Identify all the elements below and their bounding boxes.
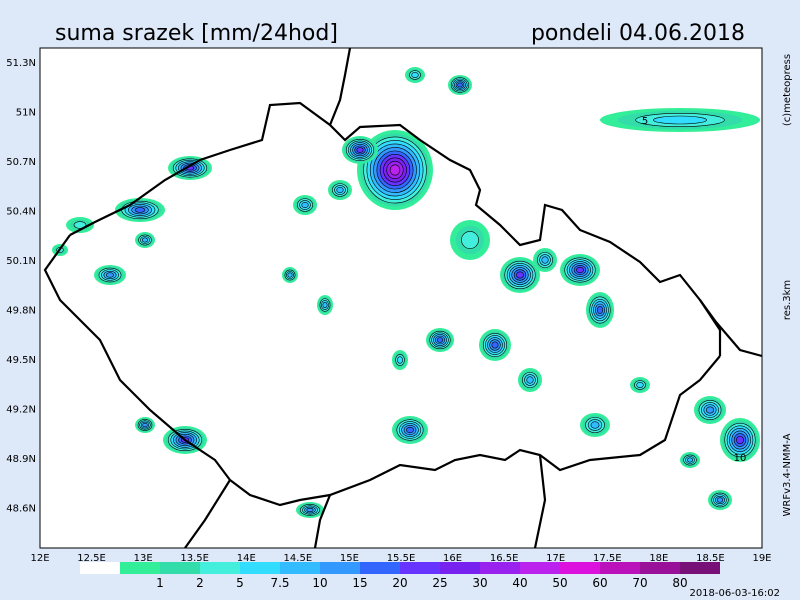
title: suma srazek [mm/24hod]	[55, 21, 338, 46]
lon-label: 12.5E	[77, 553, 106, 564]
precip-contour	[686, 457, 694, 463]
precip-contour	[406, 426, 414, 434]
lon-label: 19E	[752, 553, 771, 564]
precip-contour	[301, 201, 309, 209]
lon-label: 16E	[443, 553, 462, 564]
precip-contour	[356, 147, 364, 153]
precip-contour	[590, 421, 600, 429]
colorbar-label: 60	[592, 576, 607, 590]
colorbar-swatch	[320, 562, 360, 574]
colorbar-label: 25	[432, 576, 447, 590]
colorbar-swatch	[600, 562, 640, 574]
colorbar-swatch	[280, 562, 320, 574]
precip-contour	[653, 115, 707, 125]
side-text: res.3km	[782, 280, 793, 320]
lon-label: 16.5E	[490, 553, 519, 564]
precip-contour	[491, 341, 499, 349]
lat-label: 49.5N	[6, 355, 36, 366]
colorbar-label: 40	[512, 576, 527, 590]
colorbar-label: 30	[472, 576, 487, 590]
colorbar-swatch	[480, 562, 520, 574]
precip-contour	[411, 72, 419, 78]
colorbar-swatch	[440, 562, 480, 574]
precip-contour	[106, 272, 114, 278]
lat-label: 50.1N	[6, 256, 36, 267]
borders	[43, 47, 763, 549]
colorbar-label: 5	[236, 576, 244, 590]
precip-contour	[576, 266, 584, 274]
lon-label: 13E	[134, 553, 153, 564]
lat-label: 50.4N	[6, 207, 36, 218]
lon-label: 14.5E	[284, 553, 313, 564]
precip-contour	[436, 337, 444, 343]
colorbar-label: 7.5	[270, 576, 289, 590]
colorbar-swatch	[520, 562, 560, 574]
contour-label: 5	[642, 116, 648, 127]
colorbar-label: 10	[312, 576, 327, 590]
precip-contour	[636, 382, 644, 388]
colorbar-label: 1	[156, 576, 164, 590]
lon-label: 17.5E	[593, 553, 622, 564]
colorbar-label: 50	[552, 576, 567, 590]
precip-contour	[596, 306, 604, 314]
map-frame	[39, 47, 763, 549]
colorbar-swatch	[400, 562, 440, 574]
precip-field	[52, 67, 760, 518]
labels: 51.3N 51N 50.7N 50.4N 50.1N 49.8N 49.5N 49.2N 48…	[6, 54, 793, 599]
precip-contour	[141, 237, 149, 243]
precip-contour	[457, 82, 463, 88]
lon-label: 17E	[546, 553, 565, 564]
precip-contour	[306, 507, 314, 513]
colorbar-label: 2	[196, 576, 204, 590]
lon-label: 18.5E	[696, 553, 725, 564]
lon-label: 15.5E	[387, 553, 416, 564]
colorbar-swatch	[560, 562, 600, 574]
lon-label: 13.5E	[180, 553, 209, 564]
precip-contour	[706, 406, 714, 414]
precip-contour	[541, 256, 549, 264]
precip-contour	[322, 301, 328, 309]
colorbar-label: 80	[672, 576, 687, 590]
lon-label: 15E	[340, 553, 359, 564]
lat-label: 48.9N	[6, 454, 36, 465]
colorbar-label: 70	[632, 576, 647, 590]
precip-contour	[134, 207, 146, 213]
timestamp: 2018-06-03-16:02	[689, 588, 780, 599]
precip-contour	[142, 422, 148, 428]
colorbar-swatch	[200, 562, 240, 574]
lon-label: 18E	[649, 553, 668, 564]
lon-label: 14E	[237, 553, 256, 564]
lat-label: 49.8N	[6, 306, 36, 317]
colorbar-label: 20	[392, 576, 407, 590]
lat-label: 50.7N	[6, 157, 36, 168]
precip-contour	[397, 356, 403, 364]
precip-contour	[73, 221, 87, 229]
colorbar-swatch	[680, 562, 720, 574]
colorbar-swatch	[120, 562, 160, 574]
precip-contour	[526, 376, 534, 384]
colorbar-swatch	[160, 562, 200, 574]
precip-contour	[389, 164, 401, 176]
contour-label: 10	[734, 453, 747, 464]
precip-contour	[716, 497, 724, 503]
lat-label: 51N	[16, 108, 36, 119]
lat-label: 51.3N	[6, 58, 36, 69]
precip-contour	[736, 435, 744, 445]
precip-contour	[516, 271, 524, 279]
precip-contour	[336, 186, 344, 194]
precip-contour	[287, 272, 293, 278]
lon-label: 12E	[30, 553, 49, 564]
precip-contour	[461, 231, 479, 249]
colorbar-swatch	[240, 562, 280, 574]
date: pondeli 04.06.2018	[531, 21, 745, 46]
colorbar-label: 15	[352, 576, 367, 590]
side-text: (c)meteopress	[782, 54, 793, 126]
colorbar-swatch	[640, 562, 680, 574]
lat-label: 49.2N	[6, 405, 36, 416]
lat-label: 48.6N	[6, 504, 36, 515]
side-text: WRFv3.4-NMM-A	[782, 433, 793, 516]
colorbar-swatch	[80, 562, 120, 574]
colorbar-swatch	[360, 562, 400, 574]
